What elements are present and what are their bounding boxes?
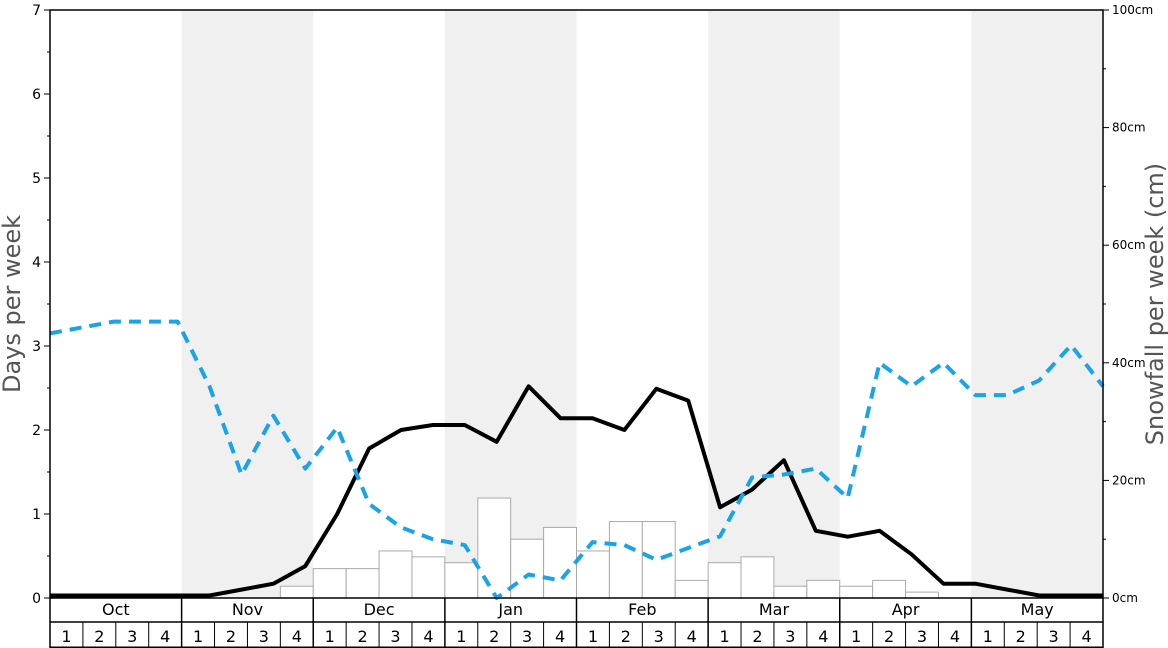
left-tick-label: 4: [32, 255, 41, 271]
month-shade-mar: [708, 10, 840, 598]
right-tick-label: 60cm: [1112, 238, 1146, 252]
week-label: 2: [752, 627, 762, 646]
week-label: 4: [160, 627, 170, 646]
dashed-series: [49, 319, 1105, 600]
month-shading: [181, 10, 1103, 598]
week-label: 3: [917, 627, 927, 646]
snowfall-bar: [279, 585, 314, 599]
snowfall-bar: [707, 562, 742, 599]
solid-series: [50, 384, 1103, 598]
snowfall-bar: [905, 591, 939, 599]
left-tick-label: 7: [32, 3, 41, 19]
snowfall-bar: [806, 579, 841, 599]
week-label: 4: [687, 627, 697, 646]
snowfall-bar: [444, 562, 479, 599]
left-tick-label: 1: [32, 507, 41, 523]
snowfall-bar: [641, 521, 676, 599]
right-tick-label: 80cm: [1112, 121, 1146, 135]
month-label: Jan: [497, 600, 523, 619]
week-label: 4: [818, 627, 828, 646]
month-label: Oct: [102, 600, 130, 619]
right-tick-label: 20cm: [1112, 473, 1146, 487]
right-tick-label: 40cm: [1112, 356, 1146, 370]
snowfall-bar: [674, 579, 709, 599]
snowfall-bar: [872, 579, 907, 599]
week-label: 1: [61, 627, 71, 646]
snowfall-bar: [345, 568, 380, 599]
left-tick-label: 2: [32, 423, 41, 439]
snowfall-bar: [477, 497, 512, 599]
week-label: 4: [1081, 627, 1091, 646]
week-label: 2: [226, 627, 236, 646]
week-label: 1: [193, 627, 203, 646]
month-label: Mar: [759, 600, 790, 619]
right-tick-label: 100cm: [1112, 3, 1153, 17]
snowfall-bar: [576, 550, 610, 599]
left-tick-label: 5: [32, 171, 41, 187]
week-label: 1: [851, 627, 861, 646]
month-label: Apr: [892, 600, 920, 619]
week-label: 3: [522, 627, 532, 646]
week-label: 1: [325, 627, 335, 646]
week-label: 1: [588, 627, 598, 646]
week-label: 3: [654, 627, 664, 646]
week-label: 2: [621, 627, 631, 646]
week-label: 4: [950, 627, 960, 646]
month-label: Feb: [628, 600, 656, 619]
week-label: 2: [1016, 627, 1026, 646]
left-tick-label: 3: [32, 339, 41, 355]
left-axis-title: Days per week: [0, 215, 26, 393]
snowfall-bar: [740, 556, 775, 599]
week-label: 4: [555, 627, 565, 646]
month-label: Dec: [364, 600, 395, 619]
week-label: 3: [259, 627, 269, 646]
week-label: 2: [94, 627, 104, 646]
week-label: 2: [489, 627, 499, 646]
solid-line: [50, 384, 1103, 598]
left-axis: 0 1 2 3 4 5 6 7: [32, 3, 50, 607]
week-label: 1: [983, 627, 993, 646]
week-label: 1: [456, 627, 466, 646]
snowfall-bar: [839, 585, 874, 599]
snowfall-bars: [279, 497, 939, 599]
snowfall-bar: [543, 526, 577, 599]
x-axis-table: Oct 1 2 3 4 Nov 1 2 3 4 Dec 1 2 3 4 Jan 1 2 3 4 Feb 1 2 3 4 Mar 1 2…: [49, 598, 1104, 648]
month-shade-may: [971, 10, 1103, 598]
week-label: 2: [884, 627, 894, 646]
snowfall-bar: [608, 521, 643, 599]
right-tick-label: 0cm: [1112, 591, 1138, 605]
dashed-line: [49, 319, 1105, 600]
week-label: 3: [1049, 627, 1059, 646]
week-label: 4: [292, 627, 302, 646]
snowfall-bar: [312, 568, 347, 599]
snowfall-bar: [411, 556, 446, 599]
week-label: 2: [358, 627, 368, 646]
right-axis: 0cm 20cm 40cm 60cm 80cm 100cm: [1103, 3, 1153, 605]
week-label: 1: [719, 627, 729, 646]
week-label: 3: [390, 627, 400, 646]
left-tick-label: 6: [32, 87, 41, 103]
week-label: 3: [127, 627, 137, 646]
snowfall-bar: [510, 538, 545, 599]
week-label: 3: [785, 627, 795, 646]
snowfall-bar: [378, 550, 413, 599]
left-tick-label: 0: [32, 591, 41, 607]
month-label: Nov: [232, 600, 263, 619]
month-shade-nov: [181, 10, 314, 598]
snowfall-bar: [773, 585, 808, 599]
week-label: 4: [423, 627, 433, 646]
right-axis-title: Snowfall per week (cm): [1141, 163, 1168, 445]
month-label: May: [1021, 600, 1054, 619]
